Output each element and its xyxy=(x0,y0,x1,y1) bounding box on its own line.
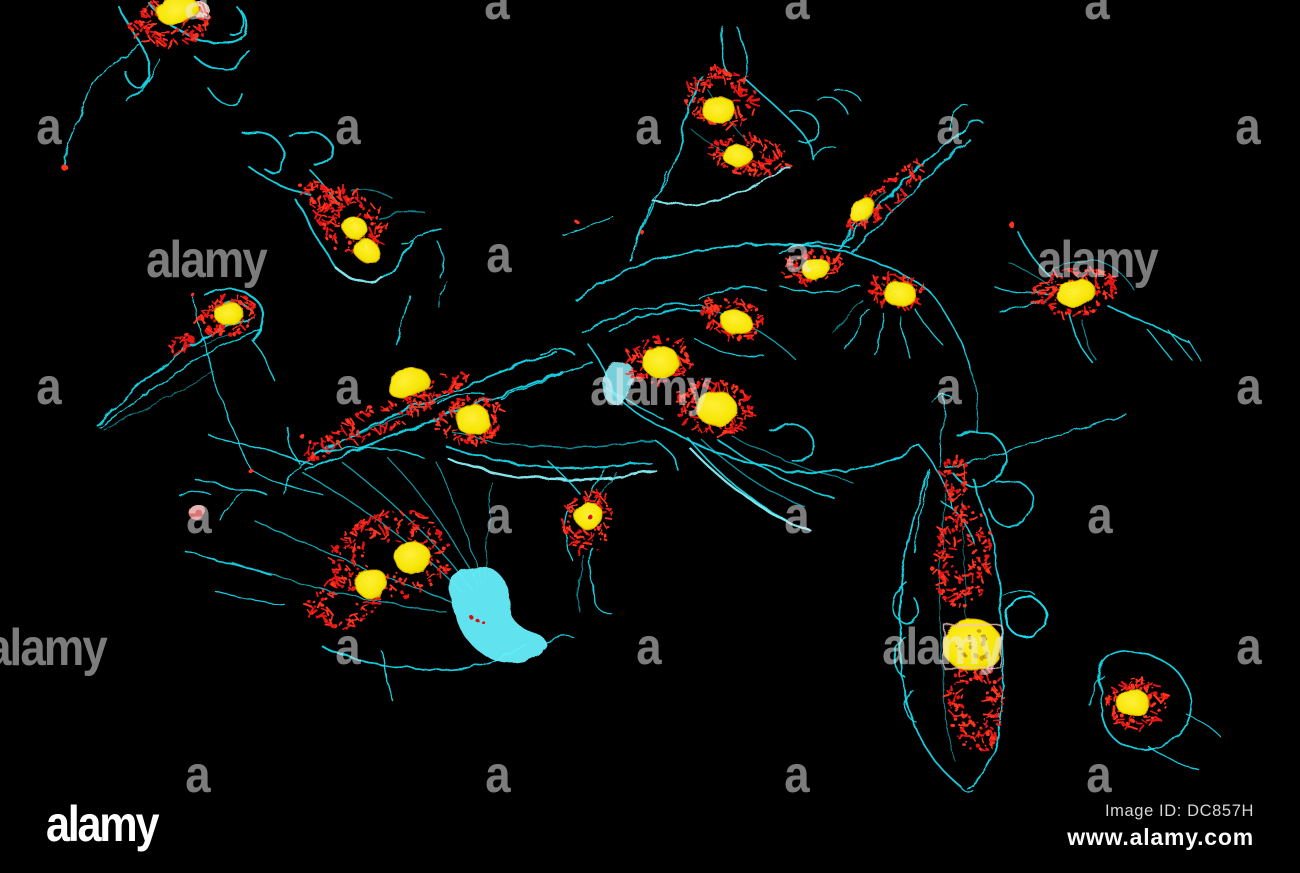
cell-nucleus xyxy=(1116,689,1150,717)
cell-nucleus xyxy=(848,197,876,223)
cell-cluster-right xyxy=(833,271,945,359)
cell-nucleus xyxy=(883,281,917,307)
cell-bottomright-tall xyxy=(891,395,1127,793)
cell-top-left xyxy=(60,0,251,171)
cell-nucleus xyxy=(353,238,381,264)
cell-topright-elongated xyxy=(839,105,985,253)
cell-cluster-lower xyxy=(675,378,853,534)
cell-nucleus xyxy=(702,96,736,124)
cell-nucleus xyxy=(354,567,388,599)
cell-left-pointed xyxy=(97,288,323,495)
cell-cluster-top xyxy=(777,242,861,293)
image-credits: Image ID: DC857H www.alamy.com xyxy=(1067,802,1254,851)
image-id: Image ID: DC857H xyxy=(1105,802,1254,820)
cell-nucleus xyxy=(393,540,431,574)
debris-wisps xyxy=(435,239,449,309)
cell-nucleus xyxy=(942,618,1002,672)
cell-nucleus xyxy=(455,404,491,436)
cell-nucleus xyxy=(341,215,369,241)
cell-nucleus xyxy=(155,0,199,25)
cell-nucleus xyxy=(722,144,754,168)
cell-nucleus xyxy=(695,390,737,426)
cell-bottomleft-big xyxy=(179,435,575,701)
cell-midleft-elongated xyxy=(283,295,575,495)
cell-right xyxy=(995,222,1201,363)
cell-center-small xyxy=(548,461,617,616)
cell-nucleus xyxy=(1056,279,1096,307)
cell-nucleus xyxy=(214,302,244,326)
cell-mid-fan xyxy=(433,361,680,481)
cell-nucleus xyxy=(801,257,831,281)
cell-nucleus xyxy=(642,345,680,379)
cell-bottomright-small xyxy=(1087,651,1221,772)
website-url: www.alamy.com xyxy=(1067,823,1254,850)
cell-topmid-pair xyxy=(629,25,861,261)
cell-upper-left-pair xyxy=(242,130,441,284)
cell-nucleus xyxy=(387,367,429,399)
cell-cluster-mid xyxy=(601,309,707,419)
alamy-logo: alamy xyxy=(46,796,159,853)
cell-cluster-upper xyxy=(695,286,767,358)
cell-nucleus xyxy=(719,309,753,335)
